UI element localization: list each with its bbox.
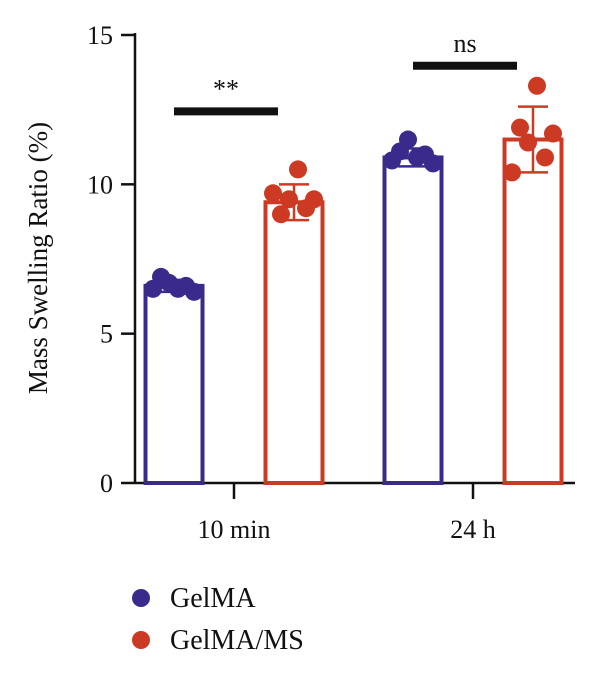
bar <box>263 200 325 485</box>
legend-label: GelMA <box>170 583 256 614</box>
y-tick-label: 10 <box>87 170 113 199</box>
axes: 0 5 10 15 10 min 24 h ** ns <box>87 21 575 544</box>
y-tick-label: 5 <box>100 320 113 349</box>
legend-swatch <box>132 631 150 649</box>
data-point <box>511 118 529 137</box>
data-point <box>536 148 554 167</box>
data-point <box>264 184 282 203</box>
bar <box>382 155 444 485</box>
data-point <box>305 190 323 209</box>
significance-label: ns <box>453 29 476 58</box>
data-point <box>424 154 442 173</box>
data-point <box>280 190 298 209</box>
y-tick-label: 0 <box>100 469 113 498</box>
x-tick-label: 10 min <box>198 515 271 544</box>
data-point <box>519 133 537 152</box>
y-axis-title: Mass Swelling Ratio (%) <box>23 122 53 394</box>
data-point <box>289 160 307 179</box>
legend-swatch <box>132 589 150 607</box>
legend-label: GelMA/MS <box>170 625 304 656</box>
data-point <box>185 282 203 301</box>
bar <box>143 283 205 485</box>
bars <box>143 76 564 486</box>
data-point <box>528 76 546 95</box>
legend: GelMA GelMA/MS <box>132 583 304 656</box>
data-point <box>544 124 562 143</box>
data-point <box>503 163 521 182</box>
x-tick-label: 24 h <box>450 515 496 544</box>
data-point <box>399 130 417 149</box>
bar <box>502 137 564 486</box>
significance-label: ** <box>213 74 239 103</box>
data-point <box>272 205 290 224</box>
y-tick-label: 15 <box>87 21 113 50</box>
